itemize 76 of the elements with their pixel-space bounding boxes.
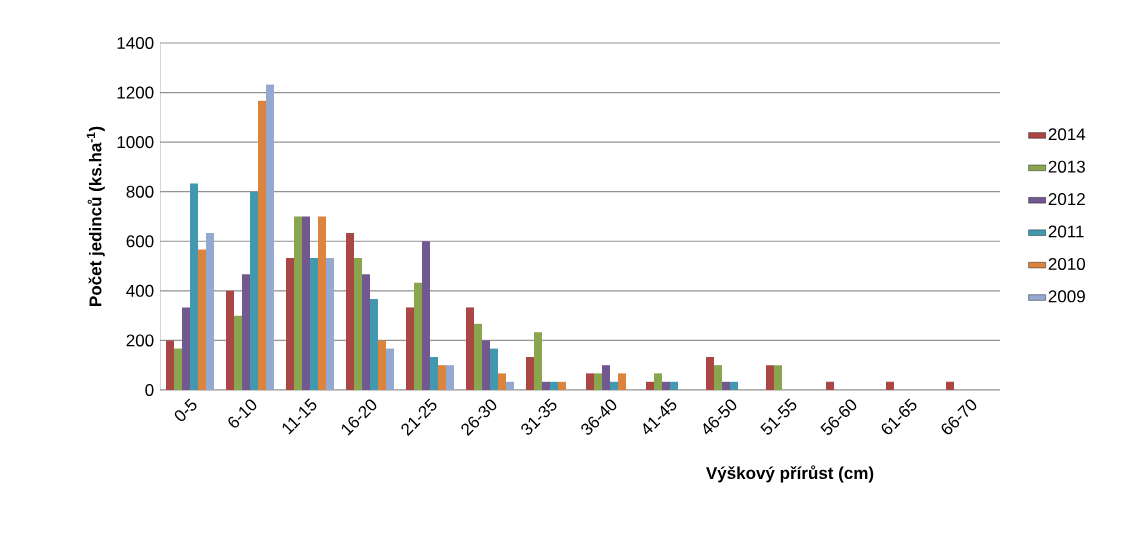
- bar: [662, 381, 670, 390]
- bar: [714, 365, 723, 390]
- bar: [490, 348, 499, 390]
- bar: [946, 381, 954, 390]
- bar: [318, 216, 327, 390]
- bar: [346, 233, 355, 390]
- bar: [182, 307, 191, 390]
- legend-label: 2012: [1048, 193, 1085, 206]
- bar: [378, 340, 387, 390]
- bar: [534, 332, 543, 390]
- bar: [234, 315, 243, 390]
- bar: [654, 373, 663, 390]
- y-axis-title: Počet jedinců (ks.ha$^{-1}$): [86, 126, 105, 306]
- bar: [526, 357, 535, 390]
- bar: [386, 348, 395, 390]
- bar: [610, 381, 619, 390]
- legend-label: 2013: [1048, 160, 1085, 173]
- legend-label: 2011: [1048, 225, 1084, 238]
- bar: [474, 323, 483, 390]
- bar: [226, 290, 235, 390]
- bar: [190, 183, 199, 390]
- bar: [766, 365, 774, 390]
- legend-label: 2010: [1048, 257, 1086, 270]
- bar: [362, 274, 371, 390]
- bar: [438, 365, 447, 390]
- bar: [302, 216, 311, 390]
- y-tick-label: 1400: [117, 36, 154, 50]
- bar: [430, 357, 439, 390]
- bar: [886, 381, 894, 390]
- y-tick-label: 1000: [117, 136, 154, 149]
- bar: [166, 340, 175, 390]
- bar: [250, 191, 259, 390]
- bar: [498, 373, 507, 390]
- bar: [354, 257, 363, 390]
- bar: [370, 299, 379, 390]
- bar: [422, 241, 431, 390]
- y-tick-label: 600: [126, 235, 154, 248]
- bar: [722, 381, 731, 390]
- legend-label: 2014: [1048, 128, 1086, 141]
- bar: [826, 381, 834, 390]
- bar: [482, 340, 491, 390]
- bar: [414, 282, 423, 390]
- bar: [550, 381, 559, 390]
- y-tick-label: 400: [126, 284, 154, 297]
- bar: [266, 84, 275, 390]
- bar: [586, 373, 595, 390]
- bar: [730, 381, 739, 390]
- bar: [670, 381, 679, 390]
- bar: [406, 307, 415, 390]
- bar: [706, 357, 714, 390]
- bar: [258, 100, 267, 390]
- y-tick-label: 1200: [117, 86, 154, 99]
- bar: [310, 257, 319, 390]
- bar: [294, 216, 303, 390]
- bar: [326, 257, 335, 390]
- bar: [774, 365, 783, 390]
- legend-label: 2009: [1048, 290, 1085, 303]
- y-tick-label: 800: [126, 185, 154, 198]
- y-tick-label: 200: [126, 334, 154, 347]
- bar: [602, 365, 611, 390]
- bar: [506, 381, 515, 390]
- bar: [646, 381, 655, 390]
- bar: [542, 381, 551, 390]
- bar: [466, 307, 475, 390]
- bar: [206, 233, 215, 390]
- bar: [558, 381, 567, 390]
- x-axis-title: Výškový přírůst (cm): [706, 465, 874, 483]
- bar: [242, 274, 251, 390]
- bar: [618, 373, 627, 390]
- bar: [198, 249, 207, 390]
- bar: [174, 348, 183, 390]
- bar: [446, 365, 455, 390]
- bar: [594, 373, 603, 390]
- x-tick-label: 0-5: [174, 398, 197, 422]
- y-tick-label: 0: [145, 383, 154, 397]
- bar: [286, 257, 295, 390]
